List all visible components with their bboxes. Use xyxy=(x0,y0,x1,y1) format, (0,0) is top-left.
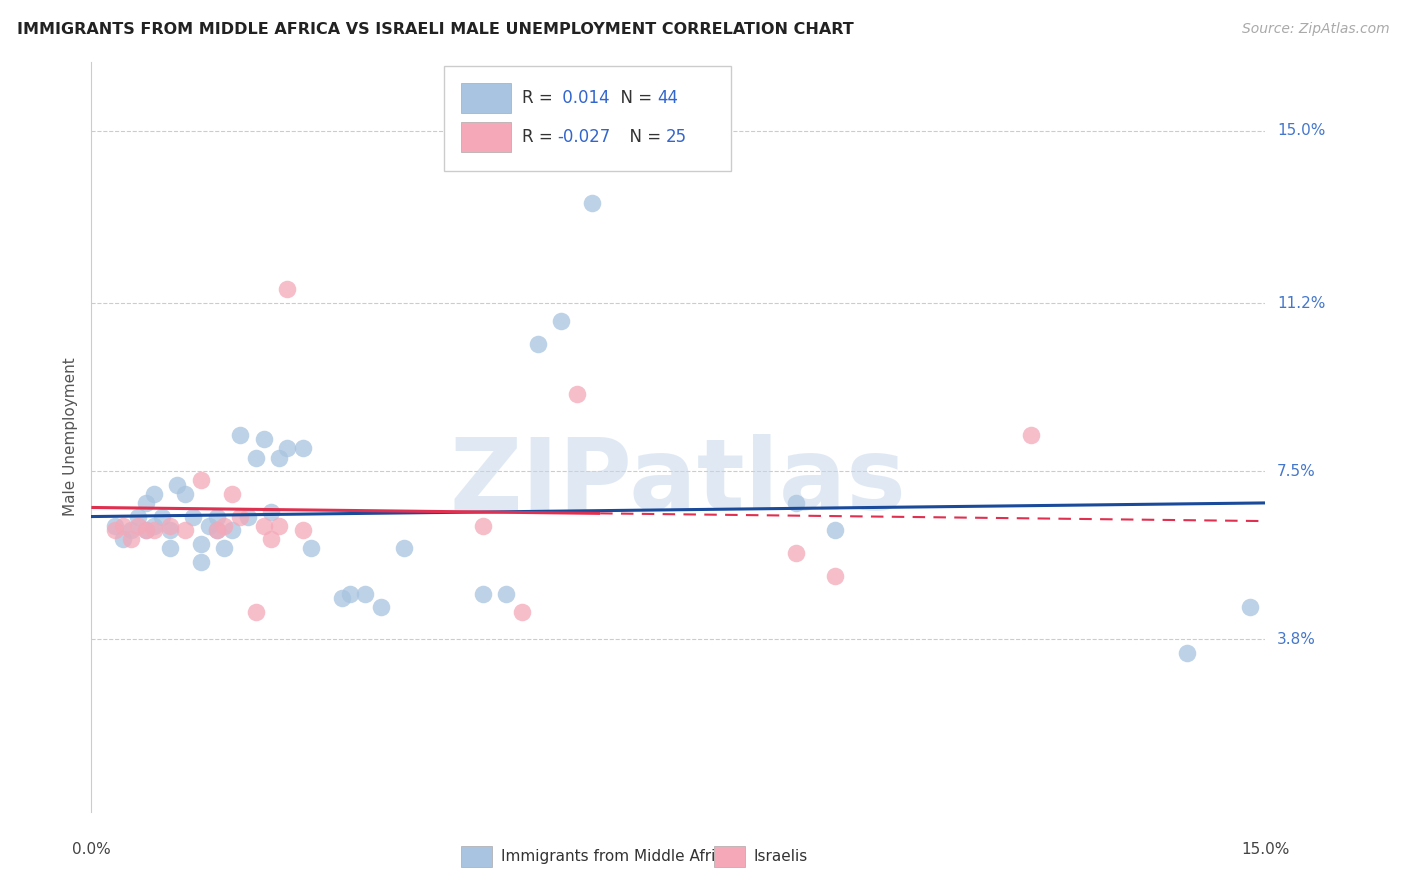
Point xyxy=(135,523,157,537)
Point xyxy=(526,337,548,351)
Point xyxy=(1019,427,1042,442)
Point xyxy=(495,587,517,601)
Point xyxy=(120,533,142,547)
Point xyxy=(214,518,236,533)
Point xyxy=(205,523,228,537)
Point xyxy=(471,587,494,601)
Point xyxy=(181,509,204,524)
Text: 7.5%: 7.5% xyxy=(1277,464,1316,479)
Point xyxy=(269,450,291,465)
Text: 11.2%: 11.2% xyxy=(1277,295,1326,310)
Point xyxy=(159,518,181,533)
FancyBboxPatch shape xyxy=(443,66,731,171)
Text: N =: N = xyxy=(619,128,666,146)
Point xyxy=(339,587,361,601)
Point xyxy=(190,555,212,569)
Point xyxy=(214,541,236,556)
Point xyxy=(291,523,314,537)
Point xyxy=(581,196,603,211)
FancyBboxPatch shape xyxy=(461,84,510,113)
Text: ZIPatlas: ZIPatlas xyxy=(450,434,907,531)
Point xyxy=(205,523,228,537)
Text: 15.0%: 15.0% xyxy=(1277,123,1326,138)
Point xyxy=(824,568,846,582)
Point xyxy=(299,541,322,556)
Point xyxy=(1239,600,1261,615)
Text: R =: R = xyxy=(522,128,558,146)
Point xyxy=(236,509,259,524)
Point xyxy=(104,518,127,533)
Point xyxy=(190,537,212,551)
FancyBboxPatch shape xyxy=(461,122,510,153)
Point xyxy=(824,523,846,537)
Point xyxy=(159,523,181,537)
Point xyxy=(370,600,392,615)
Point xyxy=(229,509,252,524)
Point xyxy=(276,442,298,456)
Text: Immigrants from Middle Africa: Immigrants from Middle Africa xyxy=(501,849,733,863)
Point xyxy=(127,518,149,533)
Text: -0.027: -0.027 xyxy=(557,128,610,146)
Point xyxy=(785,496,807,510)
Point xyxy=(260,505,283,519)
Point xyxy=(785,546,807,560)
Point xyxy=(143,518,166,533)
Point xyxy=(143,487,166,501)
Point xyxy=(120,523,142,537)
Point xyxy=(135,496,157,510)
Point xyxy=(135,523,157,537)
Text: Israelis: Israelis xyxy=(754,849,808,863)
Point xyxy=(1175,646,1198,660)
Point xyxy=(150,509,173,524)
Point xyxy=(565,387,588,401)
Text: 44: 44 xyxy=(657,89,678,107)
Point xyxy=(229,427,252,442)
Point xyxy=(471,518,494,533)
Text: Source: ZipAtlas.com: Source: ZipAtlas.com xyxy=(1241,22,1389,37)
Point xyxy=(166,477,188,491)
Text: 3.8%: 3.8% xyxy=(1277,632,1316,647)
Point xyxy=(174,523,197,537)
Point xyxy=(269,518,291,533)
Text: 15.0%: 15.0% xyxy=(1241,842,1289,857)
Point xyxy=(127,509,149,524)
Point xyxy=(190,473,212,487)
Point xyxy=(510,605,533,619)
Point xyxy=(159,541,181,556)
Text: R =: R = xyxy=(522,89,558,107)
Point xyxy=(221,487,243,501)
Point xyxy=(111,518,134,533)
Point xyxy=(330,591,353,606)
Point xyxy=(221,523,243,537)
Point xyxy=(394,541,416,556)
Text: 25: 25 xyxy=(665,128,686,146)
Text: 0.014: 0.014 xyxy=(557,89,610,107)
Point xyxy=(245,450,267,465)
Y-axis label: Male Unemployment: Male Unemployment xyxy=(62,358,77,516)
Text: 0.0%: 0.0% xyxy=(72,842,111,857)
Point xyxy=(276,283,298,297)
Point xyxy=(245,605,267,619)
Point xyxy=(252,433,274,447)
Point xyxy=(354,587,377,601)
Point xyxy=(111,533,134,547)
Point xyxy=(550,314,572,328)
Point xyxy=(197,518,219,533)
Point xyxy=(252,518,274,533)
Point xyxy=(291,442,314,456)
Text: IMMIGRANTS FROM MIDDLE AFRICA VS ISRAELI MALE UNEMPLOYMENT CORRELATION CHART: IMMIGRANTS FROM MIDDLE AFRICA VS ISRAELI… xyxy=(17,22,853,37)
Point xyxy=(143,523,166,537)
Point xyxy=(174,487,197,501)
Point xyxy=(260,533,283,547)
Point xyxy=(104,523,127,537)
Text: N =: N = xyxy=(610,89,658,107)
Point xyxy=(205,509,228,524)
